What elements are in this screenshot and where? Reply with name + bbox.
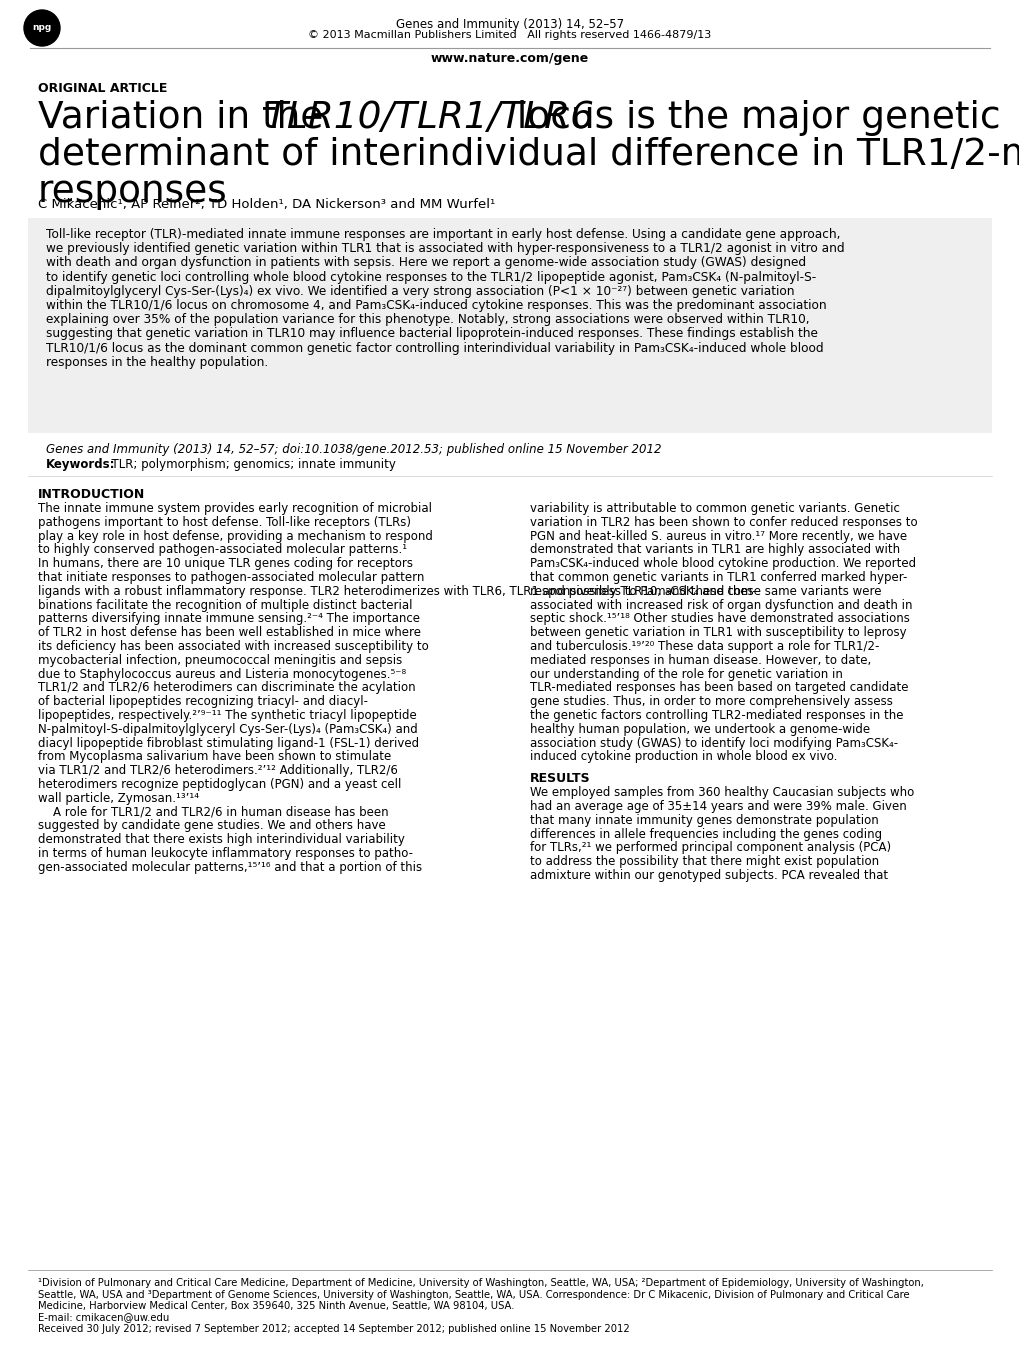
Text: of TLR2 in host defense has been well established in mice where: of TLR2 in host defense has been well es… (38, 626, 421, 639)
Text: ligands with a robust inflammatory response. TLR2 heterodimerizes with TLR6, TLR: ligands with a robust inflammatory respo… (38, 584, 756, 598)
Text: healthy human population, we undertook a genome-wide: healthy human population, we undertook a… (530, 723, 869, 735)
Text: and tuberculosis.¹⁹’²⁰ These data support a role for TLR1/2-: and tuberculosis.¹⁹’²⁰ These data suppor… (530, 640, 878, 654)
Circle shape (24, 10, 60, 46)
Text: that initiate responses to pathogen-associated molecular pattern: that initiate responses to pathogen-asso… (38, 571, 424, 584)
Text: determinant of interindividual difference in TLR1/2-mediated: determinant of interindividual differenc… (38, 137, 1019, 173)
Text: suggested by candidate gene studies. We and others have: suggested by candidate gene studies. We … (38, 819, 385, 833)
Text: in terms of human leukocyte inflammatory responses to patho-: in terms of human leukocyte inflammatory… (38, 847, 413, 860)
Text: we previously identified genetic variation within TLR1 that is associated with h: we previously identified genetic variati… (46, 242, 844, 255)
Text: Pam₃CSK₄-induced whole blood cytokine production. We reported: Pam₃CSK₄-induced whole blood cytokine pr… (530, 557, 915, 571)
Text: A role for TLR1/2 and TLR2/6 in human disease has been: A role for TLR1/2 and TLR2/6 in human di… (38, 806, 388, 818)
Text: our understanding of the role for genetic variation in: our understanding of the role for geneti… (530, 667, 842, 681)
Text: responsiveness to Pam₃CSK₄ and these same variants were: responsiveness to Pam₃CSK₄ and these sam… (530, 584, 880, 598)
Text: via TLR1/2 and TLR2/6 heterodimers.²’¹² Additionally, TLR2/6: via TLR1/2 and TLR2/6 heterodimers.²’¹² … (38, 764, 397, 777)
FancyBboxPatch shape (28, 217, 991, 434)
Text: RESULTS: RESULTS (530, 772, 590, 786)
Text: responses: responses (38, 174, 227, 211)
Text: binations facilitate the recognition of multiple distinct bacterial: binations facilitate the recognition of … (38, 598, 412, 612)
Text: for TLRs,²¹ we performed principal component analysis (PCA): for TLRs,²¹ we performed principal compo… (530, 841, 891, 855)
Text: variability is attributable to common genetic variants. Genetic: variability is attributable to common ge… (530, 501, 899, 515)
Text: to address the possibility that there might exist population: to address the possibility that there mi… (530, 855, 878, 868)
Text: diacyl lipopeptide fibroblast stimulating ligand-1 (FSL-1) derived: diacyl lipopeptide fibroblast stimulatin… (38, 737, 419, 750)
Text: suggesting that genetic variation in TLR10 may influence bacterial lipoprotein-i: suggesting that genetic variation in TLR… (46, 328, 817, 340)
Text: lipopeptides, respectively.²’⁹⁻¹¹ The synthetic triacyl lipopeptide: lipopeptides, respectively.²’⁹⁻¹¹ The sy… (38, 709, 417, 722)
Text: admixture within our genotyped subjects. PCA revealed that: admixture within our genotyped subjects.… (530, 868, 888, 882)
Text: TLR10/TLR1/TLR6: TLR10/TLR1/TLR6 (264, 101, 593, 136)
Text: TLR1/2 and TLR2/6 heterodimers can discriminate the acylation: TLR1/2 and TLR2/6 heterodimers can discr… (38, 681, 415, 694)
Text: differences in allele frequencies including the genes coding: differences in allele frequencies includ… (530, 828, 881, 841)
Text: that many innate immunity genes demonstrate population: that many innate immunity genes demonstr… (530, 814, 878, 826)
Text: © 2013 Macmillan Publishers Limited   All rights reserved 1466-4879/13: © 2013 Macmillan Publishers Limited All … (308, 30, 711, 39)
Text: variation in TLR2 has been shown to confer reduced responses to: variation in TLR2 has been shown to conf… (530, 516, 917, 529)
Text: ORIGINAL ARTICLE: ORIGINAL ARTICLE (38, 82, 167, 95)
Text: pathogens important to host defense. Toll-like receptors (TLRs): pathogens important to host defense. Tol… (38, 516, 411, 529)
Text: C Mikacenic¹, AP Reiner², TD Holden¹, DA Nickerson³ and MM Wurfel¹: C Mikacenic¹, AP Reiner², TD Holden¹, DA… (38, 198, 495, 211)
Text: due to Staphylococcus aureus and Listeria monocytogenes.⁵⁻⁸: due to Staphylococcus aureus and Listeri… (38, 667, 406, 681)
Text: N-palmitoyl-S-dipalmitoylglyceryl Cys-Ser-(Lys)₄ (Pam₃CSK₄) and: N-palmitoyl-S-dipalmitoylglyceryl Cys-Se… (38, 723, 418, 735)
Text: demonstrated that variants in TLR1 are highly associated with: demonstrated that variants in TLR1 are h… (530, 544, 899, 556)
Text: Genes and Immunity (2013) 14, 52–57: Genes and Immunity (2013) 14, 52–57 (395, 18, 624, 31)
Text: within the TLR10/1/6 locus on chromosome 4, and Pam₃CSK₄-induced cytokine respon: within the TLR10/1/6 locus on chromosome… (46, 299, 825, 313)
Text: In humans, there are 10 unique TLR genes coding for receptors: In humans, there are 10 unique TLR genes… (38, 557, 413, 571)
Text: septic shock.¹⁵’¹⁸ Other studies have demonstrated associations: septic shock.¹⁵’¹⁸ Other studies have de… (530, 613, 909, 625)
Text: npg: npg (33, 23, 52, 33)
Text: gen-associated molecular patterns,¹⁵’¹⁶ and that a portion of this: gen-associated molecular patterns,¹⁵’¹⁶ … (38, 860, 422, 874)
Text: wall particle, Zymosan.¹³’¹⁴: wall particle, Zymosan.¹³’¹⁴ (38, 792, 199, 805)
Text: the genetic factors controlling TLR2-mediated responses in the: the genetic factors controlling TLR2-med… (530, 709, 903, 722)
Text: induced cytokine production in whole blood ex vivo.: induced cytokine production in whole blo… (530, 750, 837, 764)
Text: We employed samples from 360 healthy Caucasian subjects who: We employed samples from 360 healthy Cau… (530, 787, 913, 799)
Text: www.nature.com/gene: www.nature.com/gene (430, 52, 589, 65)
Text: association study (GWAS) to identify loci modifying Pam₃CSK₄-: association study (GWAS) to identify loc… (530, 737, 898, 750)
Text: Received 30 July 2012; revised 7 September 2012; accepted 14 September 2012; pub: Received 30 July 2012; revised 7 Septemb… (38, 1324, 629, 1335)
Text: patterns diversifying innate immune sensing.²⁻⁴ The importance: patterns diversifying innate immune sens… (38, 613, 420, 625)
Text: ¹Division of Pulmonary and Critical Care Medicine, Department of Medicine, Unive: ¹Division of Pulmonary and Critical Care… (38, 1277, 923, 1288)
Text: Medicine, Harborview Medical Center, Box 359640, 325 Ninth Avenue, Seattle, WA 9: Medicine, Harborview Medical Center, Box… (38, 1301, 514, 1311)
Text: from Mycoplasma salivarium have been shown to stimulate: from Mycoplasma salivarium have been sho… (38, 750, 391, 764)
Text: Keywords:: Keywords: (46, 458, 115, 472)
Text: Genes and Immunity (2013) 14, 52–57; doi:10.1038/gene.2012.53; published online : Genes and Immunity (2013) 14, 52–57; doi… (46, 443, 661, 457)
Text: associated with increased risk of organ dysfunction and death in: associated with increased risk of organ … (530, 598, 912, 612)
Text: The innate immune system provides early recognition of microbial: The innate immune system provides early … (38, 501, 432, 515)
Text: to highly conserved pathogen-associated molecular patterns.¹: to highly conserved pathogen-associated … (38, 544, 407, 556)
Text: Variation in the: Variation in the (38, 101, 335, 136)
Text: E-mail: cmikacen@uw.edu: E-mail: cmikacen@uw.edu (38, 1313, 169, 1322)
Text: gene studies. Thus, in order to more comprehensively assess: gene studies. Thus, in order to more com… (530, 696, 892, 708)
Text: mycobacterial infection, pneumococcal meningitis and sepsis: mycobacterial infection, pneumococcal me… (38, 654, 401, 667)
Text: with death and organ dysfunction in patients with sepsis. Here we report a genom: with death and organ dysfunction in pati… (46, 257, 805, 269)
Text: locus is the major genetic: locus is the major genetic (504, 101, 1000, 136)
Text: TLR10/1/6 locus as the dominant common genetic factor controlling interindividua: TLR10/1/6 locus as the dominant common g… (46, 341, 822, 355)
Text: that common genetic variants in TLR1 conferred marked hyper-: that common genetic variants in TLR1 con… (530, 571, 907, 584)
Text: dipalmitoylglyceryl Cys-Ser-(Lys)₄) ex vivo. We identified a very strong associa: dipalmitoylglyceryl Cys-Ser-(Lys)₄) ex v… (46, 285, 794, 298)
Text: Seattle, WA, USA and ³Department of Genome Sciences, University of Washington, S: Seattle, WA, USA and ³Department of Geno… (38, 1290, 909, 1299)
Text: explaining over 35% of the population variance for this phenotype. Notably, stro: explaining over 35% of the population va… (46, 313, 809, 326)
Text: play a key role in host defense, providing a mechanism to respond: play a key role in host defense, providi… (38, 530, 432, 542)
Text: had an average age of 35±14 years and were 39% male. Given: had an average age of 35±14 years and we… (530, 800, 906, 813)
Text: PGN and heat-killed S. aureus in vitro.¹⁷ More recently, we have: PGN and heat-killed S. aureus in vitro.¹… (530, 530, 906, 542)
Text: heterodimers recognize peptidoglycan (PGN) and a yeast cell: heterodimers recognize peptidoglycan (PG… (38, 777, 401, 791)
Text: responses in the healthy population.: responses in the healthy population. (46, 356, 268, 368)
Text: mediated responses in human disease. However, to date,: mediated responses in human disease. How… (530, 654, 870, 667)
Text: INTRODUCTION: INTRODUCTION (38, 488, 145, 501)
Text: Toll-like receptor (TLR)-mediated innate immune responses are important in early: Toll-like receptor (TLR)-mediated innate… (46, 228, 840, 241)
Text: of bacterial lipopeptides recognizing triacyl- and diacyl-: of bacterial lipopeptides recognizing tr… (38, 696, 368, 708)
Text: between genetic variation in TLR1 with susceptibility to leprosy: between genetic variation in TLR1 with s… (530, 626, 906, 639)
Text: demonstrated that there exists high interindividual variability: demonstrated that there exists high inte… (38, 833, 405, 847)
Text: TLR; polymorphism; genomics; innate immunity: TLR; polymorphism; genomics; innate immu… (104, 458, 395, 472)
Text: TLR-mediated responses has been based on targeted candidate: TLR-mediated responses has been based on… (530, 681, 908, 694)
Text: to identify genetic loci controlling whole blood cytokine responses to the TLR1/: to identify genetic loci controlling who… (46, 270, 815, 284)
Text: its deficiency has been associated with increased susceptibility to: its deficiency has been associated with … (38, 640, 428, 654)
